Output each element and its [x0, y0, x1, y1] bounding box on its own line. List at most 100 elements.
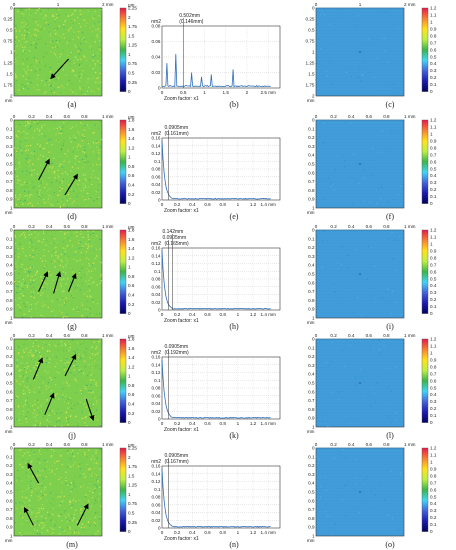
texture-dot	[77, 50, 80, 52]
texture-dot	[55, 79, 57, 81]
texture-dot	[98, 465, 101, 467]
texture-dot	[338, 391, 340, 393]
texture-dot	[96, 198, 99, 200]
texture-dot	[69, 89, 72, 91]
texture-dot	[55, 70, 57, 72]
texture-dot	[65, 257, 67, 259]
texture-dot	[54, 21, 56, 23]
texture-dot	[52, 504, 54, 506]
texture-dot	[35, 420, 37, 422]
texture-dot	[36, 271, 38, 274]
x-tick-label: 0.4	[46, 442, 53, 447]
texture-dot	[391, 83, 393, 86]
colorbar-tick-label: 0.1	[430, 522, 437, 527]
texture-dot	[23, 130, 25, 133]
texture-dot	[91, 352, 93, 355]
texture-dot	[90, 391, 92, 394]
texture-dot	[77, 310, 79, 312]
texture-dot	[98, 149, 100, 151]
texture-dot	[323, 230, 325, 233]
texture-dot	[31, 292, 33, 294]
texture-dot	[46, 283, 48, 285]
texture-dot	[29, 14, 31, 16]
texture-dot	[43, 255, 45, 257]
texture-dot	[40, 354, 42, 357]
texture-dot	[68, 350, 70, 352]
texture-dot	[73, 258, 75, 261]
texture-dot	[80, 356, 82, 359]
texture-dot	[35, 354, 37, 356]
texture-dot	[29, 246, 31, 248]
colorbar-tick-label: 0.6	[430, 487, 437, 492]
y-tick-label: 0.3	[308, 254, 315, 259]
texture-dot	[82, 69, 84, 72]
texture-dot	[90, 468, 92, 470]
texture-dot	[22, 372, 24, 374]
texture-dot	[80, 122, 82, 124]
texture-dot	[55, 384, 57, 386]
texture-dot	[74, 10, 76, 12]
texture-dot	[35, 488, 37, 490]
x-tick-label: 0.2	[330, 114, 337, 119]
texture-dot	[35, 35, 37, 37]
height-map-panel: 0 0.2 0.4 0.6 0.8 1 mm00.10.20.30.40.50.60.70…	[5, 114, 135, 215]
texture-dot	[326, 71, 328, 73]
texture-dot	[54, 344, 56, 346]
colorbar-unit-label: µm	[128, 225, 135, 230]
texture-dot	[334, 283, 336, 285]
texture-dot	[77, 192, 79, 195]
texture-dot	[93, 18, 95, 20]
y-tick-label: 0.5	[308, 381, 315, 386]
texture-dot	[397, 193, 399, 196]
texture-dot	[21, 22, 23, 24]
colorbar-tick-label: 1.25	[128, 483, 137, 488]
texture-dot	[86, 267, 88, 270]
texture-dot	[100, 132, 102, 135]
texture-dot	[71, 486, 73, 488]
texture-dot	[42, 305, 44, 307]
texture-dot	[63, 204, 65, 206]
texture-dot	[97, 303, 99, 305]
texture-dot	[73, 232, 75, 234]
texture-dot	[37, 475, 39, 477]
texture-dot	[43, 17, 45, 19]
psd-tile: 0.08 0.06 0.04 0.02 0 0 0.5 1 1.5 2 2.5 mm 0.502mm n…	[140, 0, 300, 106]
texture-dot	[81, 134, 83, 136]
colorbar-tick-label: 1	[430, 131, 433, 136]
colorbar-tick-label: 0	[430, 89, 433, 94]
texture-dot	[16, 380, 18, 382]
texture-dot	[19, 179, 21, 182]
texture-dot	[358, 511, 360, 513]
texture-dot	[322, 197, 324, 200]
texture-dot	[14, 39, 16, 41]
texture-dot	[28, 234, 30, 237]
texture-dot	[27, 365, 29, 368]
texture-dot	[26, 362, 28, 364]
texture-dot	[26, 421, 28, 423]
y-tick-label: 0.16	[152, 464, 161, 469]
texture-dot	[57, 203, 59, 205]
texture-dot	[54, 90, 56, 92]
texture-dot	[47, 372, 49, 374]
texture-dot	[92, 396, 94, 398]
texture-dot	[370, 405, 372, 407]
texture-dot	[36, 191, 38, 193]
colorbar-tick-label: 0.7	[430, 262, 437, 267]
slope-map-panel: 0 0.2 0.4 0.6 0.8 1 mm00.10.20.30.40.50.60.70…	[307, 224, 437, 325]
texture-dot	[65, 418, 67, 420]
texture-dot	[370, 348, 372, 351]
texture-dot	[94, 268, 96, 270]
texture-dot	[85, 354, 88, 356]
texture-dot	[86, 384, 88, 387]
texture-dot	[14, 234, 16, 236]
texture-dot	[40, 490, 42, 492]
texture-dot	[75, 92, 77, 95]
texture-dot	[34, 412, 36, 414]
texture-dot	[88, 295, 91, 297]
y-tick-label: 0.5	[6, 490, 13, 495]
texture-dot	[43, 526, 45, 528]
texture-dot	[98, 39, 101, 42]
texture-dot	[91, 354, 94, 356]
texture-dot	[32, 293, 34, 296]
texture-dot	[85, 198, 87, 201]
